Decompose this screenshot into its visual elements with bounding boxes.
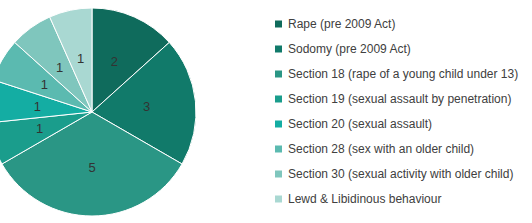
svg-text:5: 5 xyxy=(88,160,95,175)
svg-text:1: 1 xyxy=(77,51,84,66)
svg-text:1: 1 xyxy=(56,60,63,75)
svg-text:Lewd & Libidinous behaviour: Lewd & Libidinous behaviour xyxy=(288,192,441,206)
svg-text:Section 19 (sexual assault by: Section 19 (sexual assault by penetratio… xyxy=(288,92,511,106)
svg-text:Rape (pre 2009 Act): Rape (pre 2009 Act) xyxy=(288,17,395,31)
svg-text:1: 1 xyxy=(41,77,48,92)
svg-text:1: 1 xyxy=(34,99,41,114)
svg-text:Section 18 (rape of a young ch: Section 18 (rape of a young child under … xyxy=(288,67,518,81)
svg-text:Section 30 (sexual activity wi: Section 30 (sexual activity with older c… xyxy=(288,167,513,181)
svg-text:Section 28 (sex with an older: Section 28 (sex with an older child) xyxy=(288,142,474,156)
svg-text:Sodomy (pre 2009 Act): Sodomy (pre 2009 Act) xyxy=(288,42,411,56)
svg-text:3: 3 xyxy=(143,99,150,114)
svg-text:2: 2 xyxy=(111,54,118,69)
svg-text:Section 20 (sexual assault): Section 20 (sexual assault) xyxy=(288,117,432,131)
svg-text:1: 1 xyxy=(36,121,43,136)
